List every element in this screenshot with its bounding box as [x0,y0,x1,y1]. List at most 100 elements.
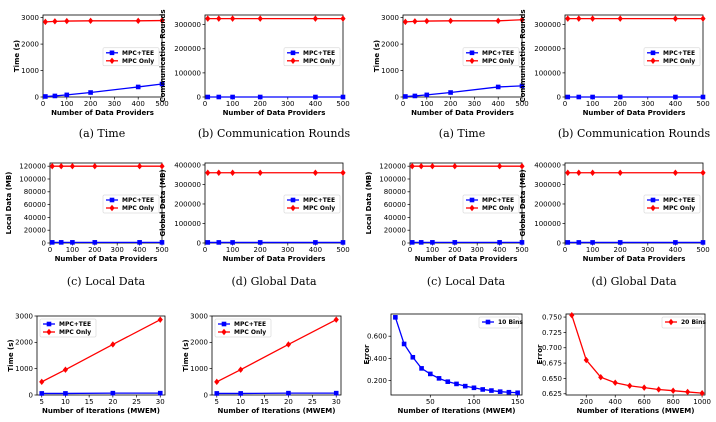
legend-marker [485,319,491,325]
data-point [495,17,501,25]
y-tick-label: 200000 [174,200,201,208]
y-axis-title: Time (s) [373,40,381,72]
x-tick-label: 0 [563,100,567,108]
legend-label: MPC Only [303,205,335,212]
x-tick-label: 300 [111,246,124,254]
x-tick-label: 100 [60,100,73,108]
data-point [452,163,458,170]
data-point [230,240,235,245]
x-axis-title: Number of Iterations (MWEM) [577,407,695,415]
legend-marker [469,204,475,212]
data-point [673,94,678,100]
series-line-2 [405,19,523,23]
x-tick-label: 100 [426,246,439,254]
data-point [430,240,435,245]
data-point [159,17,165,24]
x-axis-title: Number of Iterations (MWEM) [218,407,336,415]
legend-marker [290,204,296,212]
data-point [471,385,477,391]
legend-label: MPC+TEE [482,50,514,57]
chart-9: 5 10 15 20 25 30 0 1000 2000 3000 Number of Iterat… [7,312,166,415]
y-tick-label: 2000 [21,40,39,48]
data-point [393,315,398,320]
data-point [88,90,93,95]
x-axis-title: Number of Data Providers [415,255,518,263]
chart-3: 0 100 200 300 400 500 0 1000 2000 3000 Number of D… [373,14,529,117]
x-tick-label: 200 [254,100,267,108]
data-point [157,390,163,396]
x-tick-label: 50 [426,398,435,406]
x-tick-label: 400 [669,246,682,254]
data-point [576,15,582,22]
y-axis-title: Communication Rounds [519,9,527,102]
data-point [137,240,142,245]
y-axis-title: Time (s) [13,40,21,72]
y-tick-label: 60000 [24,201,46,209]
series-line-2 [45,19,163,23]
legend-marker [469,57,475,64]
data-point [230,169,236,176]
data-point [285,341,292,348]
plot-frame [565,313,706,396]
data-point [64,92,70,98]
data-point [429,163,435,170]
y-axis-title: Error [536,344,544,364]
data-point [436,376,442,381]
data-point [519,83,525,89]
data-point [641,384,647,391]
chart-2: 0 100 200 300 400 500 0 100000 200000 300000 Numbe… [159,9,350,117]
y-tick-label: 200000 [534,200,561,208]
y-tick-label: 0 [35,93,39,101]
x-tick-label: 200 [614,100,627,108]
y-tick-label: 100000 [19,175,46,183]
data-point [497,240,502,245]
y-tick-label: 2000 [15,339,33,347]
data-point [63,391,68,396]
data-point [257,169,263,176]
plot-frame [42,14,163,98]
x-tick-label: 300 [641,100,654,108]
legend-marker [46,321,52,327]
data-point [598,374,604,381]
legend-label: MPC Only [122,205,154,212]
data-point [672,169,678,176]
y-axis-title: Communication Rounds [159,9,167,102]
x-tick-label: 100 [226,246,239,254]
x-tick-label: 800 [666,398,679,406]
data-point [519,163,525,170]
x-tick-label: 100 [586,100,599,108]
y-tick-label: 80000 [384,188,406,196]
legend-marker [668,318,674,326]
x-axis-title: Number of Data Providers [411,109,514,117]
x-tick-label: 0 [203,100,207,108]
data-point [565,94,571,100]
series-line-2 [216,319,337,383]
data-point [672,15,678,22]
data-point [569,312,575,319]
chart-5: 0 100 200 300 400 500 0 20000 40000 60000 80000 100… [5,162,169,263]
legend-label: MPC Only [482,205,514,212]
data-point [418,240,424,245]
x-tick-label: 0 [401,100,405,108]
data-point [424,92,430,98]
y-tick-label: 2000 [190,339,208,347]
x-tick-label: 0 [408,246,412,254]
data-point [590,240,595,245]
legend-label: MPC+TEE [663,197,695,204]
x-tick-label: 300 [471,246,484,254]
caption: (b) Communication Rounds [558,127,711,140]
data-point [590,169,596,176]
x-tick-label: 500 [155,100,168,108]
y-tick-label: 0 [557,239,561,247]
data-point [205,94,211,100]
data-point [617,240,623,245]
data-point [612,379,618,386]
legend-label: MPC Only [234,329,266,336]
y-tick-label: 0.675 [542,359,562,367]
data-point [462,383,468,389]
